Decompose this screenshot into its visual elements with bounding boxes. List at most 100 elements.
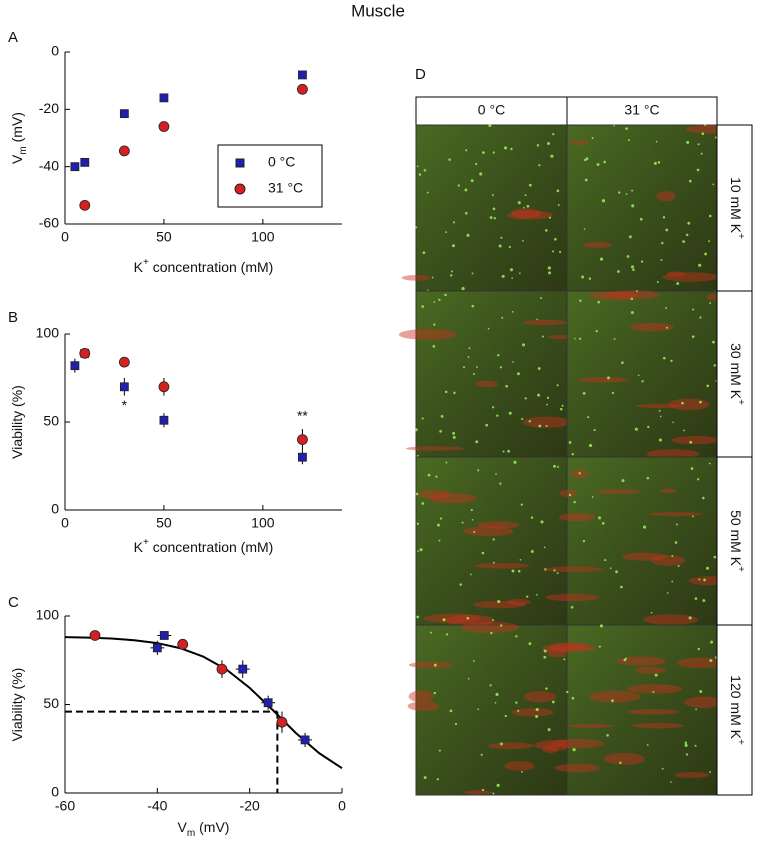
dot	[481, 551, 485, 555]
dot	[493, 217, 496, 220]
dot	[537, 393, 541, 397]
dot	[536, 144, 540, 147]
dot	[662, 216, 666, 219]
dot	[487, 327, 490, 330]
dot	[634, 427, 638, 431]
stain	[622, 552, 667, 561]
dot	[654, 673, 658, 677]
dot	[437, 523, 440, 527]
point	[238, 664, 248, 674]
row-header-box	[716, 290, 753, 458]
dot	[417, 550, 419, 552]
point	[159, 93, 169, 103]
dot	[588, 443, 593, 448]
stain	[545, 593, 600, 602]
stain	[558, 513, 596, 522]
dot	[466, 616, 470, 620]
dot	[496, 414, 499, 417]
stain	[605, 290, 660, 300]
stain	[545, 646, 573, 658]
panel-label: B	[8, 309, 18, 326]
x-axis-label: K+ concentration (mM)	[134, 257, 274, 275]
stain	[510, 208, 542, 219]
dot	[628, 139, 631, 142]
dot	[591, 136, 594, 139]
dot	[548, 271, 552, 275]
dot	[692, 515, 694, 518]
dot	[497, 600, 501, 604]
dot	[712, 340, 715, 344]
stain	[472, 601, 526, 609]
dot	[485, 423, 489, 427]
dot	[685, 753, 689, 756]
column-header-box	[566, 96, 718, 126]
dot	[696, 478, 700, 481]
panel-label: C	[8, 594, 19, 611]
dot	[582, 540, 586, 543]
dot	[421, 502, 425, 505]
dot	[461, 286, 465, 291]
dot	[650, 611, 653, 614]
dot	[472, 660, 475, 662]
row-header-part: +	[735, 739, 746, 745]
x-tick-label: 50	[156, 515, 172, 531]
dot	[490, 631, 493, 635]
stain	[504, 761, 535, 771]
dot	[488, 123, 492, 128]
y-tick-label: 50	[43, 413, 59, 429]
dot	[415, 226, 418, 229]
dot	[433, 301, 436, 303]
dot	[426, 191, 429, 194]
dot	[462, 366, 466, 369]
y-axis-label-part: m	[18, 146, 29, 154]
dot	[526, 595, 529, 598]
point	[118, 356, 130, 368]
dot	[528, 642, 532, 646]
dot	[448, 158, 451, 161]
dot	[471, 518, 474, 521]
dot	[440, 414, 444, 418]
dot	[438, 749, 441, 752]
dot	[522, 343, 526, 347]
dot	[477, 469, 480, 472]
dot	[450, 270, 453, 273]
dot	[510, 147, 513, 151]
dot	[572, 748, 576, 752]
dot	[522, 206, 525, 209]
dot	[702, 496, 705, 500]
stain	[649, 512, 703, 517]
stain	[684, 696, 723, 708]
stain	[643, 614, 699, 625]
dot	[684, 743, 688, 747]
dot	[666, 592, 669, 594]
dot	[508, 245, 511, 249]
dot	[689, 440, 693, 444]
dot	[630, 297, 634, 301]
stain	[646, 449, 700, 459]
dot	[601, 199, 606, 203]
dot	[604, 558, 607, 562]
dot	[445, 231, 448, 234]
dot	[646, 744, 649, 746]
dot	[713, 555, 717, 559]
dot	[579, 337, 582, 340]
point	[119, 109, 129, 119]
dot	[561, 404, 564, 407]
dot	[706, 566, 709, 570]
legend-marker	[234, 183, 246, 195]
stain	[408, 661, 453, 669]
stain	[588, 291, 638, 300]
dot	[495, 692, 499, 697]
dot	[596, 163, 600, 166]
dot	[470, 179, 474, 183]
stain	[550, 738, 604, 749]
dot	[656, 281, 659, 283]
micrograph	[566, 456, 718, 626]
stain	[667, 398, 710, 411]
dot	[674, 541, 678, 544]
dot	[438, 298, 441, 301]
x-tick-label: 100	[251, 515, 275, 531]
dot	[481, 788, 485, 792]
stain	[506, 598, 531, 606]
legend-marker	[235, 158, 245, 168]
